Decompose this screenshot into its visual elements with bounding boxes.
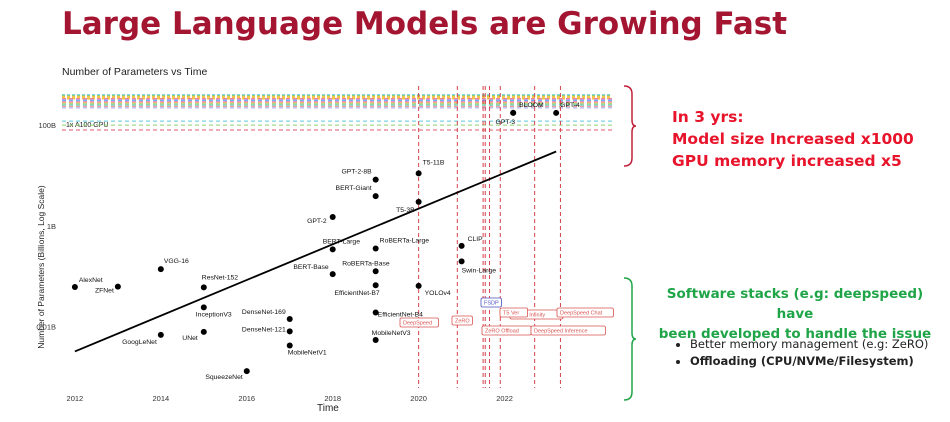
bullet-memory-management: Better memory management (e.g: ZeRO) [690, 336, 928, 353]
model-point [372, 176, 379, 183]
model-label: EfficientNet-B7 [334, 290, 379, 297]
model-point [200, 328, 207, 335]
model-point [200, 304, 207, 311]
model-point [458, 258, 465, 265]
model-point [329, 246, 336, 253]
framework-box [530, 325, 606, 336]
x-tick-label: 2020 [410, 394, 427, 403]
x-tick-label: 2012 [67, 394, 84, 403]
model-point [286, 342, 293, 349]
framework-box [499, 307, 529, 318]
y-tick-label: 1B [47, 222, 56, 231]
model-point [415, 170, 422, 177]
model-label: BERT-Base [293, 264, 329, 271]
model-point [286, 315, 293, 322]
model-label: GPT-2 [307, 218, 327, 225]
framework-box [556, 307, 614, 318]
x-tick-label: 2022 [496, 394, 513, 403]
model-label: GPT-4 [560, 102, 580, 109]
framework-label: DeepSpeed Inference [534, 329, 588, 335]
model-label: UNet [182, 335, 198, 342]
model-point [243, 368, 250, 375]
bullet-list: Better memory management (e.g: ZeRO) Off… [672, 336, 928, 370]
model-point [372, 268, 379, 275]
model-label: GPT-3 [496, 119, 516, 126]
model-label: ZFNet [95, 288, 114, 295]
y-tick-label: 0.01B [36, 323, 56, 332]
model-point [553, 109, 560, 116]
model-label: MobileNetV1 [288, 349, 327, 356]
model-point [329, 271, 336, 278]
model-label: EfficientNet-B4 [378, 311, 423, 318]
framework-label: ZeRO Offload [485, 329, 519, 335]
model-point [372, 309, 379, 316]
framework-label: DeepSpeed Chat [560, 311, 603, 317]
model-point [114, 283, 121, 290]
software-callout: Software stacks (e.g: deepspeed) have be… [650, 284, 940, 344]
model-label: GPT-2-8B [341, 169, 372, 176]
callout-line-1: In 3 yrs: [672, 108, 744, 126]
model-label: BLOOM [519, 102, 544, 109]
model-label: CLIP [468, 236, 484, 243]
model-label: BERT-Large [323, 238, 360, 245]
model-label: Swin-Large [462, 267, 497, 274]
callout-line-2: Model size Increased x1000 [672, 130, 914, 148]
trend-line [74, 150, 557, 353]
x-tick-label: 2018 [324, 394, 341, 403]
chart-title: Number of Parameters vs Time [62, 66, 207, 78]
model-label: AlexNet [79, 277, 103, 284]
y-tick-label: 100B [38, 121, 56, 130]
framework-box [451, 315, 473, 326]
model-point [510, 109, 517, 116]
bullet-offloading: Offloading (CPU/NVMe/Filesystem) [690, 353, 928, 370]
model-label: YOLOv4 [425, 290, 451, 297]
model-label: DenseNet-169 [242, 309, 286, 316]
slide-title: Large Language Models are Growing Fast [62, 6, 788, 42]
model-point [372, 193, 379, 200]
model-point [71, 283, 78, 290]
gpu-memory-label: 1x A100 GPU [66, 122, 108, 129]
model-point [415, 198, 422, 205]
software-line-2: been developed to handle the issue [658, 326, 932, 342]
framework-box [399, 317, 439, 328]
model-label: DenseNet-121 [242, 326, 286, 333]
red-brace [623, 85, 637, 167]
x-tick-label: 2014 [152, 394, 169, 403]
model-label: BERT-Giant [336, 185, 372, 192]
model-label: T5-11B [423, 159, 445, 166]
model-label: RoBERTa-Large [380, 237, 430, 244]
model-point [157, 331, 164, 338]
model-point [286, 328, 293, 335]
model-label: InceptionV3 [196, 311, 232, 318]
parameters-vs-time-chart: Number of Parameters vs Time Time Number o… [36, 66, 614, 414]
software-line-1: Software stacks (e.g: deepspeed) have [666, 286, 924, 322]
model-point [372, 336, 379, 343]
model-point [458, 242, 465, 249]
model-point [415, 282, 422, 289]
y-axis-label: Number of Parameters (Billions, Log Scal… [36, 185, 46, 349]
model-label: MobileNetV3 [372, 330, 411, 337]
framework-box [480, 297, 502, 308]
model-point [157, 266, 164, 273]
model-label: SqueezeNet [205, 374, 243, 381]
growth-callout: In 3 yrs: Model size Increased x1000 GPU… [672, 106, 914, 172]
framework-label: FSDP [484, 301, 499, 307]
x-tick-label: 2016 [238, 394, 255, 403]
model-point [200, 284, 207, 291]
model-point [372, 282, 379, 289]
framework-label: ZeRO Infinity [513, 313, 545, 319]
model-label: RoBERTa-Base [342, 260, 390, 267]
model-point [329, 213, 336, 220]
framework-label: DeepSpeed [403, 321, 432, 327]
callout-line-3: GPU memory increased x5 [672, 152, 902, 170]
framework-label: ZeRO [455, 319, 470, 325]
model-label: GoogLeNet [122, 339, 157, 346]
framework-label: T5 Ver [503, 311, 519, 317]
model-label: VGG-16 [164, 258, 189, 265]
model-label: T5-3B [396, 207, 415, 214]
model-label: ResNet-152 [202, 274, 238, 281]
x-axis-label: Time [317, 403, 339, 414]
green-brace [623, 277, 637, 401]
model-point [372, 245, 379, 252]
